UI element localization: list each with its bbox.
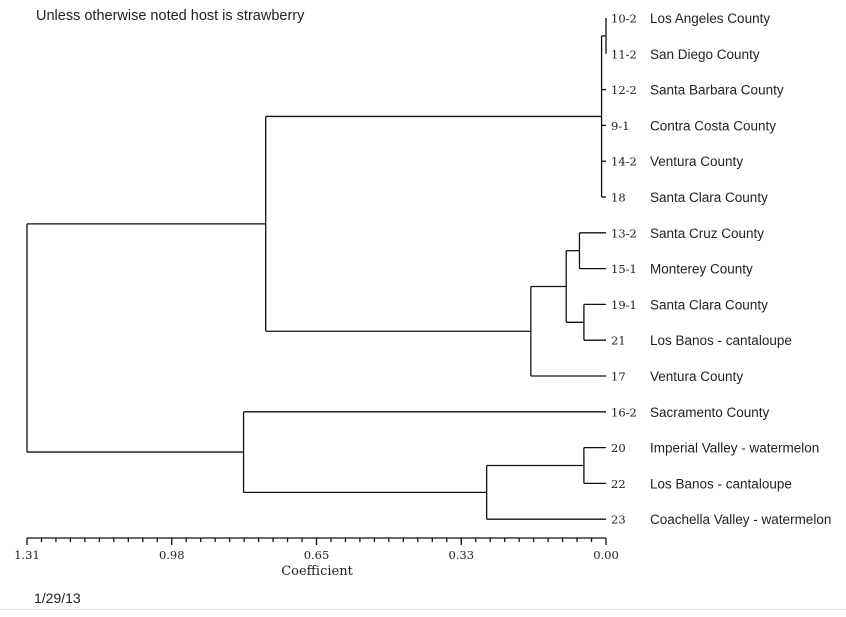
leaf-label: San Diego County [650,47,760,62]
coefficient-axis: 1.31 0.98 0.65 0.33 0.00 Coefficient [14,537,619,579]
leaf-label: Ventura County [650,154,743,169]
leaf-id: 18 [611,191,626,205]
leaf-labels: 10-2 Los Angeles County 11-2 San Diego Coun… [611,11,831,527]
axis-tick-label: 0.65 [304,548,330,562]
leaf-label: Los Banos - cantaloupe [650,476,792,491]
leaf-label: Santa Barbara County [650,83,784,98]
leaf-id: 9-1 [611,119,630,133]
leaf-id: 12-2 [611,83,637,97]
leaf-label: Los Angeles County [650,11,770,26]
leaf-id: 10-2 [611,12,637,26]
leaf-label: Monterey County [650,262,753,277]
leaf-label: Contra Costa County [650,118,776,133]
leaf-id: 22 [611,477,626,491]
leaf-id: 19-1 [611,298,637,312]
axis-tick-label: 0.33 [448,548,474,562]
leaf-id: 23 [611,513,626,527]
leaf-label: Coachella Valley - watermelon [650,512,831,527]
leaf-label: Santa Clara County [650,190,768,205]
leaf-id: 16-2 [611,405,637,419]
leaf-id: 20 [611,441,626,455]
dendrogram-branches [26,18,607,520]
leaf-id: 11-2 [611,47,637,61]
axis-tick-label: 0.98 [159,548,185,562]
leaf-id: 17 [611,370,626,384]
footer-divider [0,609,846,610]
host-note: Unless otherwise noted host is strawberr… [36,8,305,24]
leaf-label: Santa Clara County [650,297,768,312]
axis-title: Coefficient [281,564,353,579]
leaf-label: Los Banos - cantaloupe [650,333,792,348]
date-footer: 1/29/13 [34,590,81,606]
axis-tick-label: 0.00 [593,548,619,562]
leaf-label: Sacramento County [650,405,770,420]
leaf-label: Santa Cruz County [650,226,764,241]
leaf-label: Ventura County [650,369,743,384]
leaf-id: 13-2 [611,226,637,240]
axis-tick-label: 1.31 [14,548,40,562]
leaf-id: 15-1 [611,262,637,276]
leaf-id: 21 [611,334,626,348]
leaf-id: 14-2 [611,155,637,169]
leaf-label: Imperial Valley - watermelon [650,441,819,456]
